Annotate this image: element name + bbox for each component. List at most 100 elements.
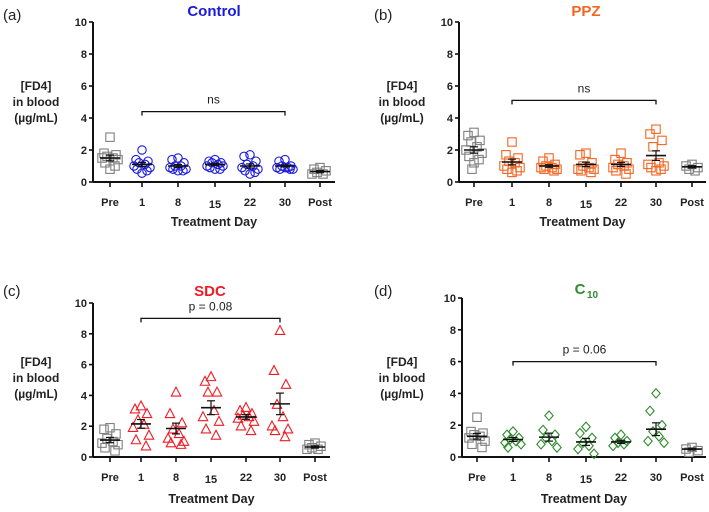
y-axis-label: (µg/mL) bbox=[14, 111, 58, 125]
data-point bbox=[309, 164, 319, 174]
x-axis-label: Treatment Day bbox=[539, 215, 625, 229]
y-axis-label: [FD4] bbox=[387, 355, 418, 369]
significance-bracket bbox=[141, 110, 286, 116]
x-tick-label: 22 bbox=[244, 197, 256, 209]
data-point bbox=[200, 422, 212, 434]
data-point bbox=[143, 429, 155, 440]
data-point bbox=[466, 426, 476, 437]
data-point bbox=[659, 161, 669, 171]
x-tick-label: Post bbox=[303, 472, 327, 484]
data-point bbox=[197, 410, 209, 422]
chart-title: C bbox=[575, 281, 586, 298]
data-point bbox=[687, 159, 697, 170]
data-group-Pre bbox=[97, 422, 123, 456]
data-group-Post bbox=[681, 159, 703, 176]
x-axis-label: Treatment Day bbox=[168, 492, 254, 506]
data-point bbox=[499, 161, 509, 171]
data-point bbox=[173, 427, 185, 439]
y-axis-label: in blood bbox=[379, 95, 426, 109]
data-point bbox=[544, 153, 554, 163]
data-point bbox=[143, 156, 153, 166]
data-point bbox=[113, 439, 123, 450]
data-point bbox=[464, 433, 474, 443]
data-point bbox=[318, 169, 328, 179]
data-point bbox=[502, 164, 512, 174]
data-point bbox=[659, 437, 669, 449]
x-tick-label: 8 bbox=[175, 197, 181, 209]
data-point bbox=[239, 151, 249, 162]
y-tick-label: 4 bbox=[450, 388, 457, 400]
chart-title: SDC bbox=[194, 283, 226, 300]
y-tick-label: 0 bbox=[450, 452, 456, 464]
x-tick-label: Post bbox=[680, 197, 704, 209]
chart-panel-a: (a) Control [FD4] in blood (µg/mL) 0 2 4 6 8 10 Pre… bbox=[3, 3, 335, 229]
y-tick-label: 2 bbox=[450, 420, 456, 432]
data-point bbox=[202, 385, 214, 397]
data-point bbox=[113, 154, 123, 165]
data-point bbox=[684, 164, 694, 174]
data-point bbox=[624, 164, 634, 174]
data-point bbox=[467, 164, 477, 174]
significance-label: ns bbox=[578, 81, 591, 95]
data-point bbox=[552, 164, 562, 174]
data-point bbox=[176, 416, 188, 428]
y-tick-label: 6 bbox=[81, 81, 87, 93]
data-point bbox=[170, 385, 182, 397]
data-point bbox=[552, 441, 562, 453]
y-tick-label: 10 bbox=[75, 17, 87, 29]
x-tick-label: 15 bbox=[205, 474, 217, 486]
y-axis-label: [FD4] bbox=[21, 79, 52, 93]
data-point bbox=[651, 166, 661, 176]
data-point bbox=[581, 148, 591, 158]
y-tick-label: 0 bbox=[447, 177, 453, 189]
data-point bbox=[503, 441, 513, 453]
x-tick-label: 30 bbox=[650, 472, 662, 484]
x-tick-label: 8 bbox=[546, 472, 552, 484]
y-tick-label: 4 bbox=[81, 390, 88, 402]
significance-label: p = 0.08 bbox=[189, 299, 233, 313]
data-point bbox=[643, 435, 653, 447]
data-group-Pre bbox=[461, 127, 487, 174]
data-point bbox=[110, 446, 120, 456]
x-tick-label: 30 bbox=[274, 472, 286, 484]
data-point bbox=[282, 422, 294, 434]
data-point bbox=[575, 150, 585, 160]
data-point bbox=[141, 407, 153, 419]
x-tick-label: Pre bbox=[468, 472, 486, 484]
data-point bbox=[266, 419, 278, 431]
data-point bbox=[508, 426, 518, 438]
data-point bbox=[164, 407, 176, 419]
data-point bbox=[467, 439, 477, 450]
data-point bbox=[99, 148, 109, 158]
data-point bbox=[285, 164, 295, 174]
y-tick-label: 6 bbox=[81, 360, 87, 372]
data-point bbox=[268, 364, 280, 376]
data-point bbox=[651, 387, 661, 399]
y-tick-label: 10 bbox=[75, 298, 87, 310]
data-point bbox=[512, 166, 522, 176]
data-point bbox=[539, 164, 549, 174]
data-point bbox=[687, 442, 697, 453]
data-point bbox=[621, 169, 631, 179]
data-group-30 bbox=[272, 154, 298, 174]
data-point bbox=[513, 153, 523, 163]
y-axis-label: in blood bbox=[379, 371, 426, 385]
data-group-15 bbox=[573, 148, 599, 178]
data-point bbox=[175, 438, 187, 449]
data-point bbox=[501, 150, 511, 160]
data-point bbox=[589, 448, 599, 460]
y-tick-label: 4 bbox=[81, 113, 88, 125]
data-point bbox=[587, 158, 597, 168]
y-axis-label: (µg/mL) bbox=[380, 111, 424, 125]
data-group-8 bbox=[536, 410, 562, 453]
y-tick-label: 8 bbox=[447, 49, 453, 61]
data-point bbox=[581, 421, 591, 433]
x-tick-label: 30 bbox=[650, 197, 662, 209]
data-point bbox=[608, 440, 618, 452]
data-point bbox=[576, 166, 586, 176]
data-point bbox=[210, 429, 222, 440]
data-group-Post bbox=[307, 162, 331, 179]
data-point bbox=[240, 401, 252, 412]
data-group-22 bbox=[608, 148, 634, 179]
